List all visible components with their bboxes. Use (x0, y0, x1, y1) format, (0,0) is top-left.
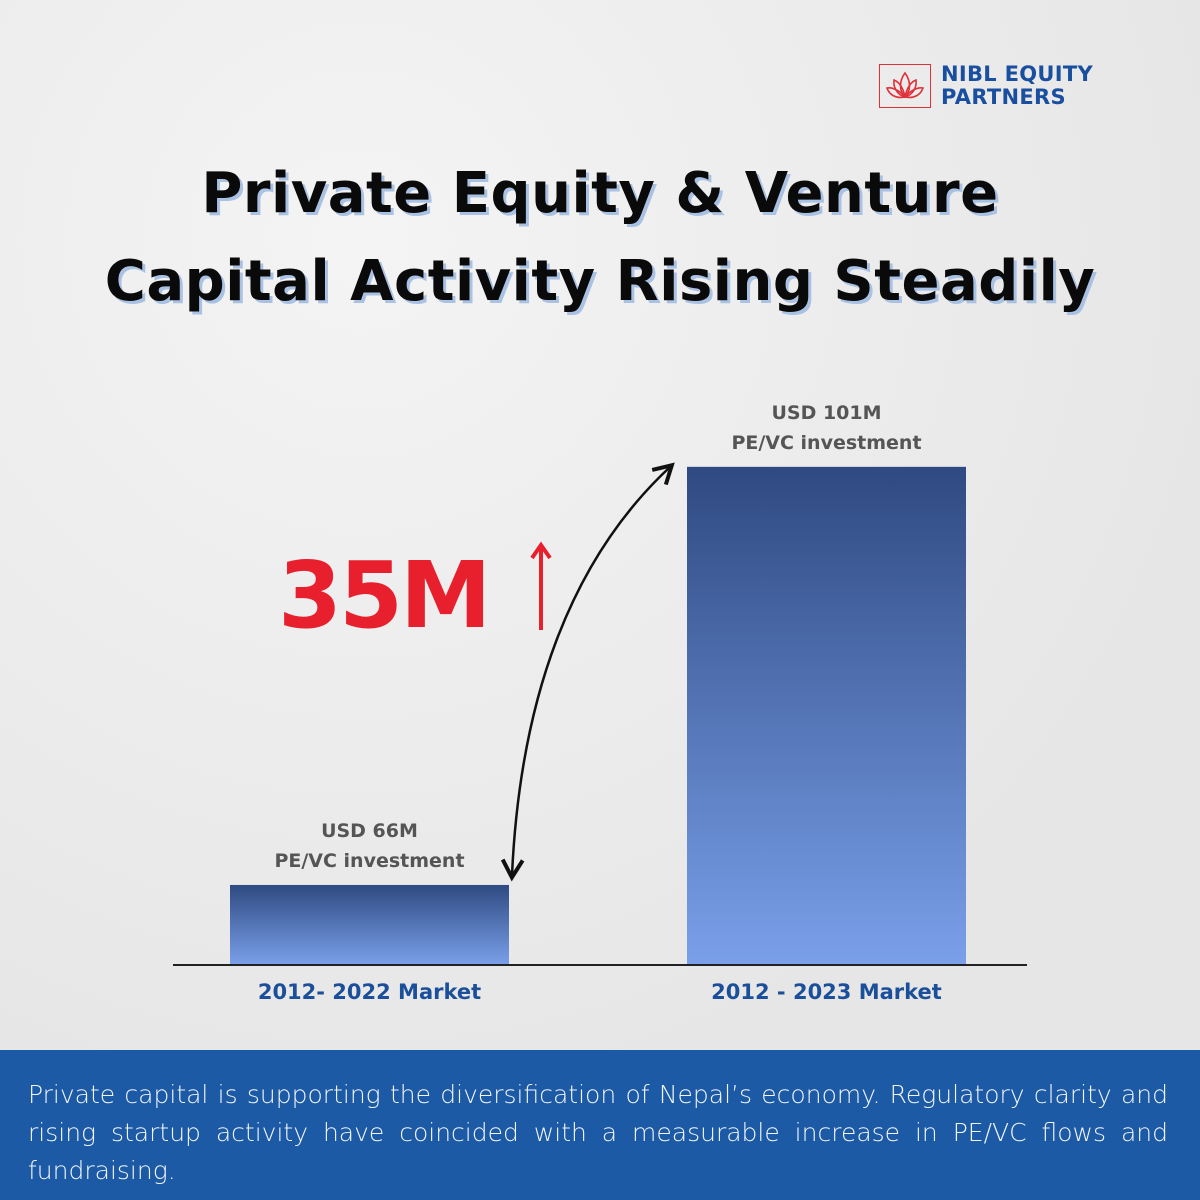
data-label-value: USD 101M (771, 402, 881, 424)
increase-annotation: 35M (278, 542, 489, 649)
data-label-desc: PE/VC investment (731, 432, 921, 454)
brand-line1: NIBL EQUITY (941, 62, 1093, 86)
title-line2: Capital Activity Rising Steadily (104, 249, 1096, 314)
footer-text: Private capital is supporting the divers… (28, 1080, 1168, 1185)
bar-1 (230, 884, 509, 965)
curved-double-arrow-icon (500, 462, 675, 882)
title-line1: Private Equity & Venture (201, 161, 999, 226)
brand-line2: PARTNERS (941, 85, 1066, 109)
page-title: Private Equity & Venture Capital Activit… (0, 150, 1200, 326)
x-tick-label: 2012- 2022 Market (258, 980, 481, 1004)
arrow-up-icon (530, 541, 552, 630)
footer-band: Private capital is supporting the divers… (0, 1050, 1200, 1200)
x-tick-label: 2012 - 2023 Market (711, 980, 942, 1004)
brand-logo: NIBL EQUITY PARTNERS (879, 63, 1093, 109)
bar-2 (687, 466, 966, 965)
lotus-icon (879, 64, 931, 108)
data-label-desc: PE/VC investment (274, 850, 464, 872)
data-label-value: USD 66M (321, 820, 418, 842)
bar-chart: USD 66M PE/VC investment 2012- 2022 Market… (173, 402, 1027, 1004)
